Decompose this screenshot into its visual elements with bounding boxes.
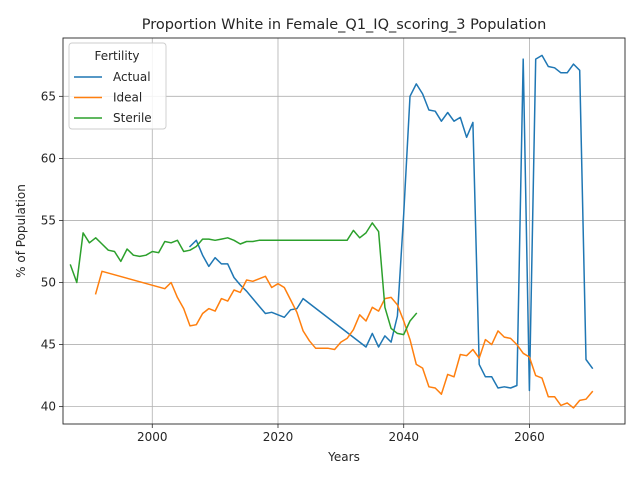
x-tick-label: 2060 <box>514 430 545 444</box>
series-line-actual <box>188 54 594 392</box>
x-tick-label: 2040 <box>388 430 419 444</box>
legend: Fertility Actual Ideal Sterile <box>68 42 167 130</box>
y-tick-label: 60 <box>41 151 56 165</box>
y-tick-label: 40 <box>41 400 56 414</box>
y-tick-label: 50 <box>41 276 56 290</box>
y-axis-label: % of Population <box>14 184 28 278</box>
y-tick-label: 55 <box>41 213 56 227</box>
axis-ticks: 2000 2020 2040 2060 40 45 50 55 60 65 <box>41 89 545 444</box>
x-tick-label: 2000 <box>137 430 168 444</box>
series-line-ideal <box>94 270 594 409</box>
x-axis-label: Years <box>327 450 360 464</box>
y-tick-label: 65 <box>41 89 56 103</box>
chart-title: Proportion White in Female_Q1_IQ_scoring… <box>142 17 547 33</box>
x-tick-label: 2020 <box>263 430 294 444</box>
series-line-sterile <box>69 222 418 336</box>
legend-box <box>68 42 167 130</box>
plot-frame <box>62 37 626 425</box>
legend-label-actual: Actual <box>113 70 151 84</box>
y-tick-label: 45 <box>41 338 56 352</box>
legend-label-sterile: Sterile <box>113 111 152 125</box>
legend-title: Fertility <box>94 49 139 63</box>
series-lines <box>69 54 594 409</box>
legend-label-ideal: Ideal <box>113 91 142 105</box>
grid <box>63 38 625 424</box>
